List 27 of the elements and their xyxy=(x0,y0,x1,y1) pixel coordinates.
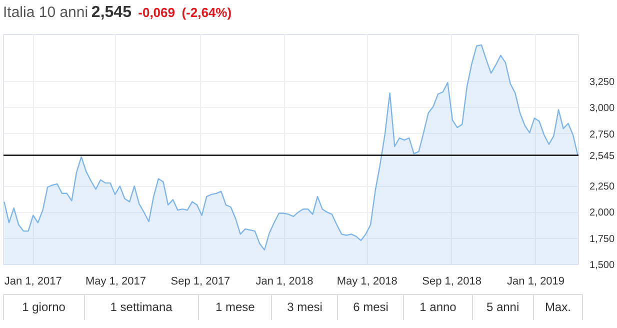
x-tick-label: May 1, 2018 xyxy=(336,276,398,288)
y-tick-label: 1,500 xyxy=(590,260,615,271)
x-tick-label: Sep 1, 2017 xyxy=(170,276,230,288)
x-tick-label: Jan 1, 2018 xyxy=(256,276,314,288)
text: 1 mese xyxy=(198,294,272,320)
y-tick-label: 3,250 xyxy=(590,77,615,88)
ref-line-label: 2,545 xyxy=(590,150,615,162)
text: 1 giorno xyxy=(4,294,84,320)
text: 1 settimana xyxy=(84,294,199,320)
x-tick-label: Jan 1, 2019 xyxy=(507,276,565,288)
y-tick-label: 1,750 xyxy=(590,234,615,245)
y-tick-label: 2,750 xyxy=(590,129,615,140)
x-tick-label: Jan 1, 2017 xyxy=(4,276,62,288)
text: Max. xyxy=(533,294,582,320)
y-tick-label: 3,000 xyxy=(590,103,615,114)
text: 1 anno xyxy=(404,294,472,320)
text: 5 anni xyxy=(472,294,534,320)
text: -0,069 xyxy=(138,5,176,20)
text: (-2,64%) xyxy=(182,5,232,20)
text: 3 mesi xyxy=(272,294,338,320)
x-tick-label: May 1, 2017 xyxy=(85,276,146,288)
chart-subtitle: 2,545 xyxy=(91,4,132,21)
y-tick-label: 2,000 xyxy=(590,208,615,219)
x-tick-label: Sep 1, 2018 xyxy=(422,276,482,288)
text: 6 mesi xyxy=(338,294,404,320)
chart-title: Italia 10 anni xyxy=(3,4,88,21)
y-tick-label: 2,250 xyxy=(590,182,615,193)
